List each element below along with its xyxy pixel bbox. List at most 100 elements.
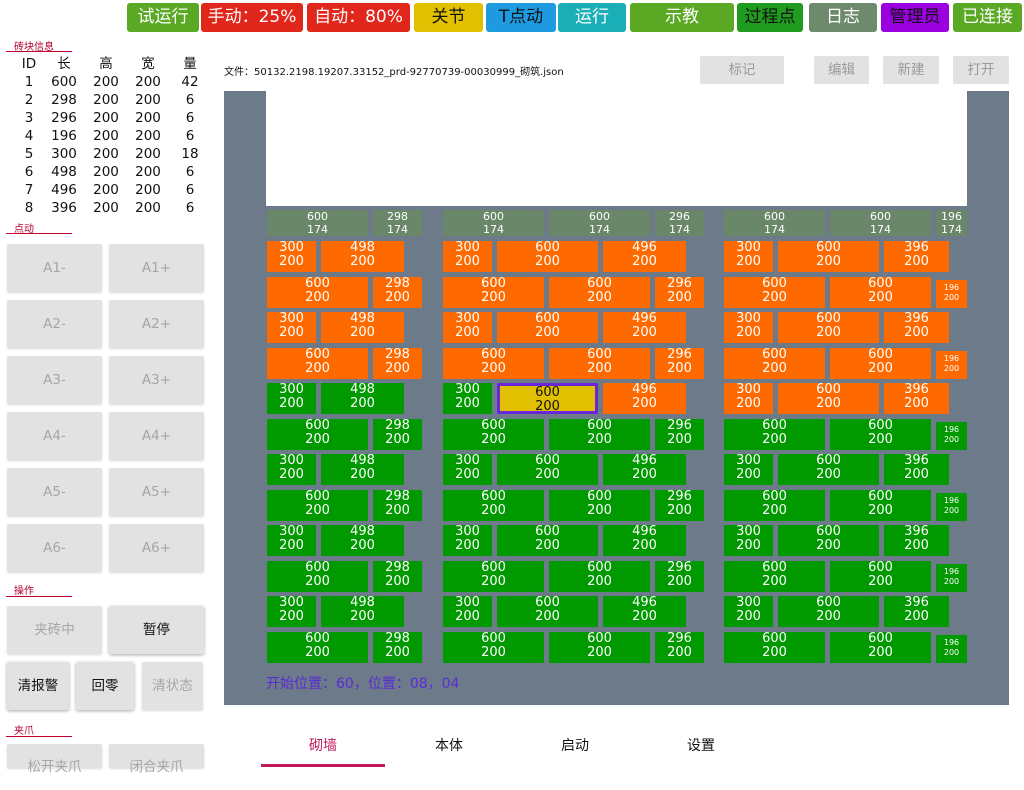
brick-selected[interactable]: 600 200 xyxy=(497,383,598,414)
top-button-9[interactable]: 管理员 xyxy=(881,3,949,32)
brick[interactable]: 600 200 xyxy=(267,276,368,308)
brick[interactable]: 600 200 xyxy=(549,276,650,308)
brick[interactable]: 300 200 xyxy=(443,596,492,627)
brick[interactable]: 296 200 xyxy=(655,631,704,663)
jog-button-a6minus[interactable]: A6- xyxy=(7,524,102,572)
brick[interactable]: 396 200 xyxy=(884,241,949,272)
brick[interactable]: 496 200 xyxy=(603,241,686,272)
brick[interactable]: 300 200 xyxy=(724,241,773,272)
brick[interactable]: 496 200 xyxy=(603,596,686,627)
brick[interactable]: 600 200 xyxy=(549,489,650,521)
brick[interactable]: 498 200 xyxy=(321,383,404,414)
brick[interactable]: 600 200 xyxy=(549,418,650,450)
brick[interactable]: 600 200 xyxy=(724,560,825,592)
brick[interactable]: 196 174 xyxy=(936,210,967,236)
jog-button-a6plus[interactable]: A6+ xyxy=(109,524,204,572)
brick[interactable]: 300 200 xyxy=(267,312,316,343)
brick[interactable]: 600 200 xyxy=(267,489,368,521)
brick[interactable]: 600 200 xyxy=(549,631,650,663)
brick[interactable]: 300 200 xyxy=(724,596,773,627)
brick[interactable]: 498 200 xyxy=(321,454,404,485)
brick[interactable]: 600 200 xyxy=(443,276,544,308)
operation-button-3[interactable]: 回零 xyxy=(76,662,134,710)
brick[interactable]: 600 200 xyxy=(497,241,598,272)
brick[interactable]: 600 200 xyxy=(443,631,544,663)
brick[interactable]: 600 200 xyxy=(830,489,931,521)
brick[interactable]: 600 174 xyxy=(830,210,931,236)
brick[interactable]: 496 200 xyxy=(603,383,686,414)
brick[interactable]: 298 200 xyxy=(373,560,422,592)
tab-3[interactable]: 设置 xyxy=(687,738,715,754)
brick[interactable]: 298 200 xyxy=(373,276,422,308)
brick[interactable]: 600 174 xyxy=(267,210,368,236)
brick[interactable]: 600 200 xyxy=(724,418,825,450)
brick[interactable]: 600 174 xyxy=(549,210,650,236)
brick[interactable]: 496 200 xyxy=(603,312,686,343)
brick[interactable]: 296 174 xyxy=(655,210,704,236)
jog-button-a5plus[interactable]: A5+ xyxy=(109,468,204,516)
brick[interactable]: 300 200 xyxy=(443,525,492,556)
top-button-1[interactable]: 手动：25% xyxy=(201,3,303,32)
brick[interactable]: 496 200 xyxy=(603,454,686,485)
brick[interactable]: 600 200 xyxy=(724,631,825,663)
operation-button-2[interactable]: 清报警 xyxy=(7,662,69,710)
brick[interactable]: 298 200 xyxy=(373,347,422,379)
brick[interactable]: 600 200 xyxy=(778,525,879,556)
brick[interactable]: 600 200 xyxy=(267,560,368,592)
brick[interactable]: 600 200 xyxy=(778,383,879,414)
brick[interactable]: 600 200 xyxy=(497,596,598,627)
brick[interactable]: 396 200 xyxy=(884,383,949,414)
brick[interactable]: 300 200 xyxy=(443,241,492,272)
tab-0[interactable]: 砌墙 xyxy=(309,738,337,754)
brick[interactable]: 196 200 xyxy=(936,634,967,663)
brick[interactable]: 296 200 xyxy=(655,347,704,379)
brick[interactable]: 396 200 xyxy=(884,596,949,627)
top-button-2[interactable]: 自动：80% xyxy=(307,3,410,32)
brick[interactable]: 196 200 xyxy=(936,492,967,521)
top-button-0[interactable]: 试运行 xyxy=(127,3,199,32)
brick[interactable]: 600 174 xyxy=(724,210,825,236)
brick[interactable]: 298 174 xyxy=(373,210,422,236)
brick[interactable]: 600 200 xyxy=(830,560,931,592)
top-button-8[interactable]: 日志 xyxy=(809,3,877,32)
top-button-7[interactable]: 过程点 xyxy=(737,3,803,32)
top-button-3[interactable]: 关节 xyxy=(414,3,483,32)
operation-button-1[interactable]: 暂停 xyxy=(109,606,204,654)
brick[interactable]: 600 200 xyxy=(724,489,825,521)
brick[interactable]: 300 200 xyxy=(267,596,316,627)
brick[interactable]: 600 200 xyxy=(443,560,544,592)
jog-button-a4plus[interactable]: A4+ xyxy=(109,412,204,460)
brick[interactable]: 600 200 xyxy=(724,276,825,308)
brick[interactable]: 496 200 xyxy=(603,525,686,556)
brick[interactable]: 300 200 xyxy=(267,525,316,556)
tab-2[interactable]: 启动 xyxy=(561,738,589,754)
brick[interactable]: 600 200 xyxy=(830,418,931,450)
brick[interactable]: 300 200 xyxy=(267,454,316,485)
brick[interactable]: 296 200 xyxy=(655,489,704,521)
brick[interactable]: 600 200 xyxy=(443,347,544,379)
brick[interactable]: 600 200 xyxy=(267,418,368,450)
brick[interactable]: 298 200 xyxy=(373,631,422,663)
brick[interactable]: 600 200 xyxy=(267,347,368,379)
brick[interactable]: 396 200 xyxy=(884,312,949,343)
jog-button-a5minus[interactable]: A5- xyxy=(7,468,102,516)
brick[interactable]: 498 200 xyxy=(321,241,404,272)
top-button-6[interactable]: 示教 xyxy=(630,3,734,32)
brick[interactable]: 600 200 xyxy=(830,347,931,379)
brick[interactable]: 296 200 xyxy=(655,418,704,450)
brick[interactable]: 300 200 xyxy=(724,383,773,414)
brick[interactable]: 298 200 xyxy=(373,489,422,521)
brick[interactable]: 600 200 xyxy=(497,525,598,556)
brick[interactable]: 498 200 xyxy=(321,596,404,627)
edit-button[interactable]: 编辑 xyxy=(814,56,869,84)
brick[interactable]: 600 200 xyxy=(267,631,368,663)
brick[interactable]: 300 200 xyxy=(267,383,316,414)
brick[interactable]: 300 200 xyxy=(443,454,492,485)
brick[interactable]: 600 200 xyxy=(497,454,598,485)
brick[interactable]: 600 200 xyxy=(549,560,650,592)
jog-button-a2plus[interactable]: A2+ xyxy=(109,300,204,348)
brick[interactable]: 300 200 xyxy=(724,525,773,556)
mark-button[interactable]: 标记 xyxy=(700,56,784,84)
brick[interactable]: 600 174 xyxy=(443,210,544,236)
brick[interactable]: 300 200 xyxy=(443,383,492,414)
